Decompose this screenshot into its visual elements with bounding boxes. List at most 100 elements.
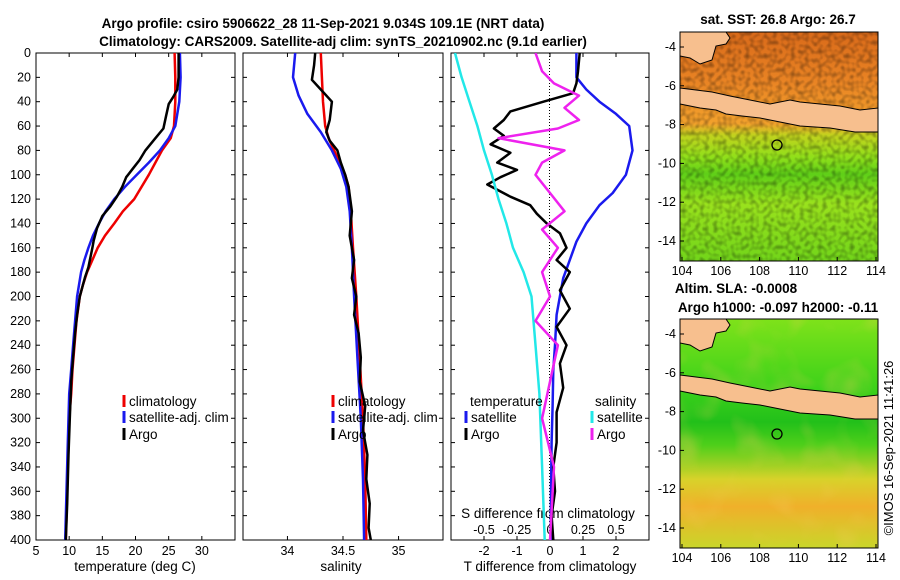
java-land <box>679 374 879 420</box>
depth-axis: 0 20 40 60 80 100 120 140 160 180 200 220 240 260 280 3… <box>10 46 31 547</box>
x-tick-label: 15 <box>95 544 109 558</box>
legend-label-satellite: satellite-adj. clim <box>338 410 438 425</box>
map-x-tick-label: 112 <box>827 264 847 278</box>
sst-texture <box>680 32 878 261</box>
depth-tick-label: 380 <box>10 509 31 523</box>
depth-tick-label: 200 <box>10 290 31 304</box>
difference-series <box>453 53 634 540</box>
sla-map-title-line2: Argo h1000: -0.097 h2000: -0.11 <box>678 300 879 315</box>
temperature-panel-frame <box>35 52 236 541</box>
legend-label-satellite: satellite-adj. clim <box>129 410 229 425</box>
x-tick-label: -2 <box>478 544 489 558</box>
series-line-satellite-adj-clim <box>291 53 366 540</box>
x-tick-label: 0 <box>547 544 554 558</box>
x-tick-label: 30 <box>195 544 209 558</box>
salinity-legend: climatology satellite-adj. clim Argo <box>331 394 438 442</box>
map-y-tick-label: -6 <box>665 79 676 93</box>
depth-tick-label: 180 <box>10 265 31 279</box>
map-x-tick-label: 106 <box>710 264 731 278</box>
depth-tick-label: 280 <box>10 387 31 401</box>
salinity-x-ticks: 34 34.5 35 <box>280 53 406 558</box>
depth-tick-label: 160 <box>10 241 31 255</box>
temperature-series <box>63 53 182 540</box>
legend-title-salinity: salinity <box>595 394 637 409</box>
legend-label-argo: Argo <box>129 427 158 442</box>
s-difference-xlabel: S difference from climatology <box>461 506 635 521</box>
salinity-difference-x-ticks: -0.5-0.2500.250.5 <box>473 523 625 537</box>
depth-tick-label: 140 <box>10 216 31 230</box>
sla-texture <box>680 319 878 548</box>
difference-legend: temperature satellite Argo salinity sate… <box>464 394 643 442</box>
legend-label-climatology: climatology <box>129 394 197 409</box>
depth-tick-label: 20 <box>17 70 31 84</box>
depth-tick-label: 240 <box>10 338 31 352</box>
series-line-argo <box>64 53 180 540</box>
sst-map <box>679 31 879 262</box>
legend-label-climatology: climatology <box>338 394 406 409</box>
x-tick-label: -1 <box>511 544 522 558</box>
borneo-land <box>679 318 731 352</box>
map-x-tick-label: 104 <box>672 551 693 565</box>
series-line-s-argo <box>497 53 581 540</box>
sla-map-title-line1: Altim. SLA: -0.0008 <box>675 281 798 296</box>
series-line-t-satellite <box>549 53 634 540</box>
argo-position-marker <box>771 139 783 151</box>
depth-tick-label: 220 <box>10 314 31 328</box>
legend-label-s-argo: Argo <box>597 427 626 442</box>
argo-position-marker <box>771 428 783 440</box>
x-tick-label: 2 <box>613 544 620 558</box>
sla-map-ticks: 104 106 108 110 112 114 -4 -6 -8 -10 -12 -14 <box>658 327 886 565</box>
map-x-tick-label: 106 <box>710 551 731 565</box>
credit-text: ©IMOS 16-Sep-2021 11:41:26 <box>881 361 896 536</box>
depth-tick-label: 340 <box>10 460 31 474</box>
sla-map <box>679 318 879 549</box>
salinity-panel-frame <box>242 52 444 541</box>
s-difference-tick-label: -0.25 <box>503 523 532 537</box>
legend-label-t-argo: Argo <box>471 427 500 442</box>
depth-tick-label: 400 <box>10 533 31 547</box>
map-y-tick-label: -4 <box>665 327 676 341</box>
series-line-climatology <box>64 53 177 540</box>
difference-x-ticks: -2 -1 0 1 2 <box>478 53 620 558</box>
figure-title-line1: Argo profile: csiro 5906622_28 11-Sep-20… <box>102 16 545 31</box>
depth-tick-label: 320 <box>10 436 31 450</box>
temperature-xlabel: temperature (deg C) <box>74 559 196 574</box>
sst-map-ticks: 104 106 108 110 112 114 -4 -6 -8 -10 -12 -14 <box>658 40 886 278</box>
map-y-tick-label: -8 <box>665 118 676 132</box>
map-y-tick-label: -10 <box>658 443 676 457</box>
series-line-s-satellite <box>453 53 546 540</box>
map-y-tick-label: -4 <box>665 40 676 54</box>
x-tick-label: 20 <box>129 544 143 558</box>
depth-tick-label: 120 <box>10 192 31 206</box>
map-y-tick-label: -12 <box>658 482 676 496</box>
x-tick-label: 1 <box>580 544 587 558</box>
legend-label-t-satellite: satellite <box>471 410 517 425</box>
map-x-tick-label: 112 <box>827 551 847 565</box>
borneo-land <box>679 31 731 65</box>
depth-tick-label: 300 <box>10 411 31 425</box>
temperature-legend: climatology satellite-adj. clim Argo <box>122 394 229 442</box>
x-tick-label: 5 <box>33 544 40 558</box>
series-line-t-argo <box>486 53 581 540</box>
map-x-tick-label: 108 <box>749 264 770 278</box>
map-y-tick-label: -10 <box>658 156 676 170</box>
x-tick-label: 10 <box>62 544 76 558</box>
salinity-series <box>291 53 373 540</box>
map-x-tick-label: 110 <box>788 264 808 278</box>
y-tick-marks <box>36 52 649 541</box>
depth-tick-label: 100 <box>10 168 31 182</box>
sst-map-title: sat. SST: 26.8 Argo: 26.7 <box>700 12 856 27</box>
legend-label-argo: Argo <box>338 427 367 442</box>
map-y-tick-label: -8 <box>665 405 676 419</box>
x-tick-label: 35 <box>392 544 406 558</box>
s-difference-tick-label: 0.25 <box>571 523 595 537</box>
map-x-tick-label: 110 <box>788 551 808 565</box>
temperature-x-ticks: 5 10 15 20 25 30 <box>33 53 209 558</box>
map-x-tick-label: 108 <box>749 551 770 565</box>
x-tick-label: 34 <box>280 544 294 558</box>
figure-title-line2: Climatology: CARS2009. Satellite-adj cli… <box>99 34 587 49</box>
map-x-tick-label: 114 <box>866 551 886 565</box>
map-y-tick-label: -12 <box>658 195 676 209</box>
sst-map-frame <box>679 31 879 262</box>
